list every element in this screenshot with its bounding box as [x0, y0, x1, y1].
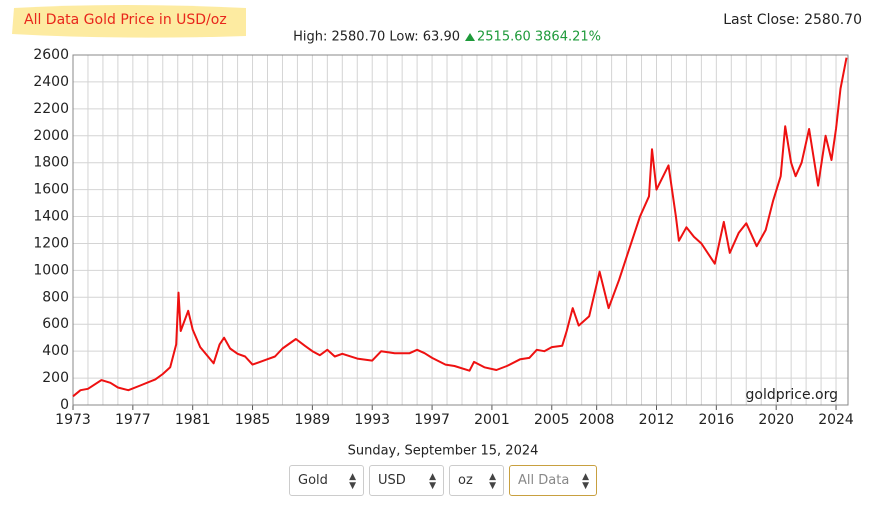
x-tick-label: 1977 — [115, 412, 151, 428]
y-tick-label: 1400 — [33, 209, 69, 225]
x-tick-label: 2012 — [639, 412, 675, 428]
select[interactable]: Gold ▲ ▼ — [289, 465, 364, 496]
x-tick-label: 1993 — [354, 412, 390, 428]
y-tick-label: 400 — [42, 343, 69, 359]
plot-border — [72, 54, 849, 406]
y-tick-label: 2600 — [33, 47, 69, 63]
chart-title: All Data Gold Price in USD/oz — [24, 12, 227, 28]
x-tick-label: 1973 — [55, 412, 91, 428]
y-tick-label: 2200 — [33, 101, 69, 117]
y-tick-label: 800 — [42, 289, 69, 305]
x-tick-label: 2005 — [534, 412, 570, 428]
x-tick-label: 2001 — [474, 412, 510, 428]
y-tick-label: 1200 — [33, 235, 69, 251]
y-tick-label: 1600 — [33, 182, 69, 198]
select-label: Gold — [298, 473, 328, 488]
x-tick-label: 2008 — [579, 412, 615, 428]
x-tick-label: 2020 — [758, 412, 794, 428]
select-label: USD — [378, 473, 406, 488]
high-low: High: 2580.70 Low: 63.90 — [293, 30, 460, 45]
watermark: goldprice.org — [746, 387, 838, 403]
x-tick-label: 2024 — [818, 412, 854, 428]
y-tick-label: 2000 — [33, 128, 69, 144]
y-tick-label: 600 — [42, 316, 69, 332]
select[interactable]: All Data ▲ ▼ — [509, 465, 597, 496]
chart: All Data Gold Price in USD/oz Last Close… — [12, 5, 862, 459]
select-label: oz — [458, 473, 473, 488]
y-tick-label: 1000 — [33, 262, 69, 278]
y-tick-label: 1800 — [33, 155, 69, 171]
select-arrow: ▲ ▼ — [489, 472, 496, 491]
y-tick-label: 200 — [42, 370, 69, 386]
select[interactable]: USD ▲ ▼ — [369, 465, 444, 496]
up-arrow — [465, 33, 475, 41]
x-tick-label: 1997 — [414, 412, 450, 428]
highlight — [12, 5, 246, 38]
price-line — [72, 57, 848, 398]
select-label: All Data — [518, 473, 570, 488]
y-tick-label: 2400 — [33, 74, 69, 90]
select-arrow: ▲ ▼ — [349, 472, 356, 491]
select-arrow: ▲ ▼ — [582, 472, 589, 491]
x-tick-label: 1985 — [235, 412, 271, 428]
x-tick-label: 1989 — [295, 412, 331, 428]
date: Sunday, September 15, 2024 — [348, 444, 539, 459]
select[interactable]: oz ▲ ▼ — [449, 465, 504, 496]
last-close: Last Close: 2580.70 — [723, 12, 862, 28]
x-tick-label: 1981 — [175, 412, 211, 428]
change: 2515.60 3864.21% — [477, 30, 601, 45]
x-tick-label: 2016 — [699, 412, 735, 428]
select-arrow: ▲ ▼ — [429, 472, 436, 491]
y-tick-label: 0 — [60, 397, 69, 413]
